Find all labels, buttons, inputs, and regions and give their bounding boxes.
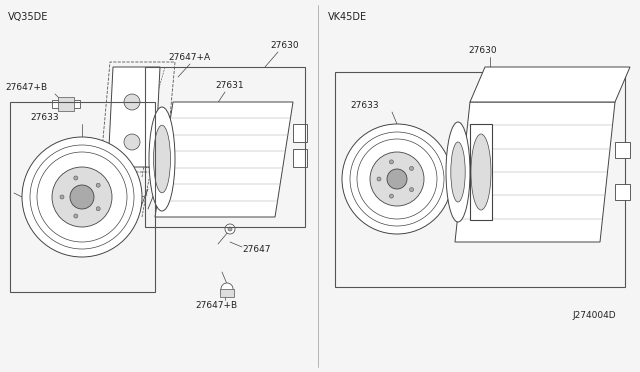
Circle shape	[377, 177, 381, 181]
Circle shape	[96, 207, 100, 211]
Text: 27633: 27633	[350, 101, 379, 110]
Circle shape	[74, 176, 78, 180]
Bar	[335, 72, 625, 287]
Ellipse shape	[471, 134, 491, 210]
Text: 27631: 27631	[215, 81, 244, 90]
Circle shape	[389, 194, 394, 198]
Circle shape	[370, 152, 424, 206]
Circle shape	[389, 160, 394, 164]
Circle shape	[225, 224, 235, 234]
Text: 27631: 27631	[538, 215, 566, 224]
Circle shape	[124, 134, 140, 150]
Text: 27630: 27630	[468, 46, 497, 55]
Bar	[220, 289, 234, 297]
Circle shape	[410, 166, 413, 170]
Ellipse shape	[446, 122, 470, 222]
Bar	[293, 149, 307, 167]
Text: VK45DE: VK45DE	[328, 12, 367, 22]
Circle shape	[96, 183, 100, 187]
Polygon shape	[455, 102, 615, 242]
Circle shape	[342, 124, 452, 234]
Bar	[615, 184, 630, 200]
Circle shape	[60, 195, 64, 199]
Ellipse shape	[154, 125, 170, 193]
Circle shape	[52, 167, 112, 227]
Text: 27633: 27633	[30, 113, 59, 122]
Bar	[145, 67, 305, 227]
Circle shape	[228, 227, 232, 231]
Ellipse shape	[149, 107, 175, 211]
Text: 27647: 27647	[242, 245, 271, 254]
Bar	[58, 97, 74, 111]
Circle shape	[221, 283, 233, 295]
Text: 27647+B: 27647+B	[195, 301, 237, 310]
Text: 27647+B: 27647+B	[5, 83, 47, 92]
Text: J274004D: J274004D	[572, 311, 616, 320]
Circle shape	[22, 137, 142, 257]
Polygon shape	[470, 67, 630, 102]
Bar	[470, 124, 492, 220]
Circle shape	[124, 94, 140, 110]
Text: 27630: 27630	[270, 41, 299, 50]
Circle shape	[70, 185, 94, 209]
Bar	[293, 124, 307, 142]
Text: 27647+A: 27647+A	[168, 53, 210, 62]
Text: 11910X: 11910X	[65, 165, 100, 174]
Circle shape	[410, 187, 413, 192]
Bar	[615, 142, 630, 158]
Polygon shape	[155, 102, 293, 217]
Text: VQ35DE: VQ35DE	[8, 12, 49, 22]
Bar	[10, 102, 155, 292]
Circle shape	[387, 169, 407, 189]
Bar	[52, 100, 80, 108]
Ellipse shape	[451, 142, 465, 202]
Polygon shape	[108, 67, 160, 167]
Circle shape	[74, 214, 78, 218]
